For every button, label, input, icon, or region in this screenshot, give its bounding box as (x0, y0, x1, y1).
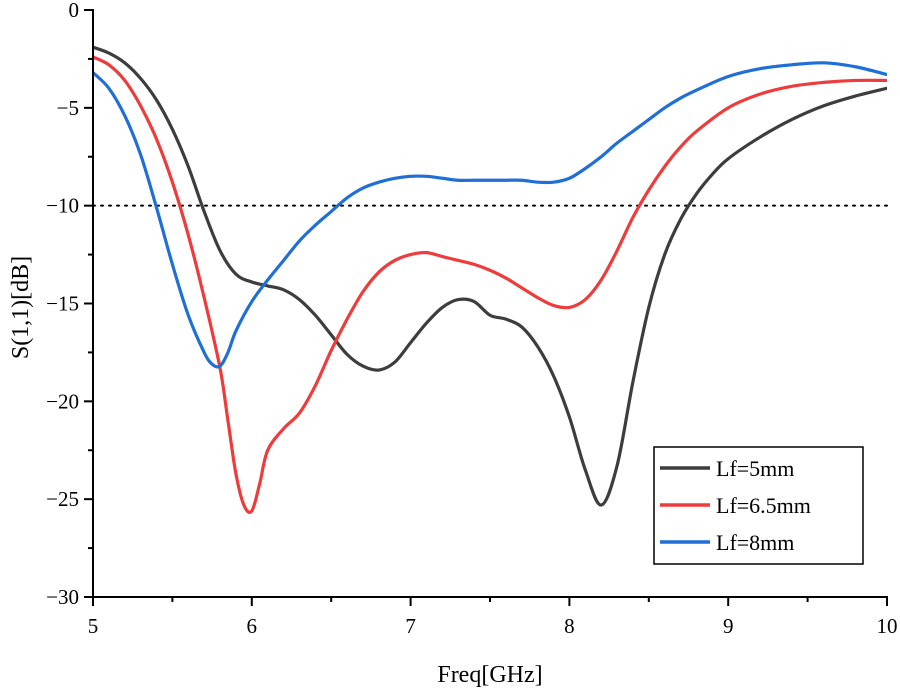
legend-label-1: Lf=5mm (716, 456, 794, 481)
x-axis-title: Freq[GHz] (437, 662, 542, 688)
y-tick-label-4: −20 (46, 389, 79, 413)
series-layer (93, 45, 887, 514)
x-tick-label-10: 10 (877, 614, 898, 638)
y-tick-label-1: −5 (57, 96, 79, 120)
legend: Lf=5mm Lf=6.5mm Lf=8mm (653, 446, 864, 565)
x-tick-label-6: 6 (247, 614, 258, 638)
series-line-1 (93, 45, 887, 507)
y-tick-label-0: 0 (69, 0, 80, 22)
y-tick-label-3: −15 (46, 292, 79, 316)
x-tick-label-5: 5 (88, 614, 99, 638)
y-axis-title: S(1,1)[dB] (8, 256, 34, 359)
y-tick-label-6: −30 (46, 585, 79, 609)
legend-label-2: Lf=6.5mm (716, 493, 811, 518)
series-line-2 (93, 55, 887, 514)
y-tick-label-5: −25 (46, 487, 79, 511)
x-tick-label-9: 9 (723, 614, 734, 638)
legend-label-3: Lf=8mm (716, 530, 794, 555)
x-tick-label-8: 8 (564, 614, 575, 638)
y-tick-label-2: −10 (46, 194, 79, 218)
x-tick-label-7: 7 (405, 614, 416, 638)
series-line-3 (93, 61, 887, 369)
axes: 5 6 7 8 9 10 0 −5 −10 −15 −20 −25 −30 Freq[GHz] S(1,1)… (8, 0, 898, 688)
